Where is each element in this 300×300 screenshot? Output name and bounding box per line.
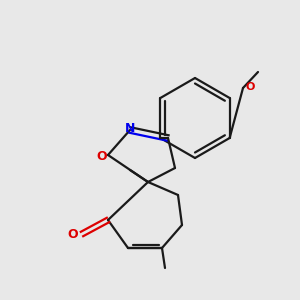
Text: O: O (245, 82, 254, 92)
Text: N: N (125, 122, 135, 136)
Text: O: O (68, 227, 78, 241)
Text: O: O (97, 149, 107, 163)
